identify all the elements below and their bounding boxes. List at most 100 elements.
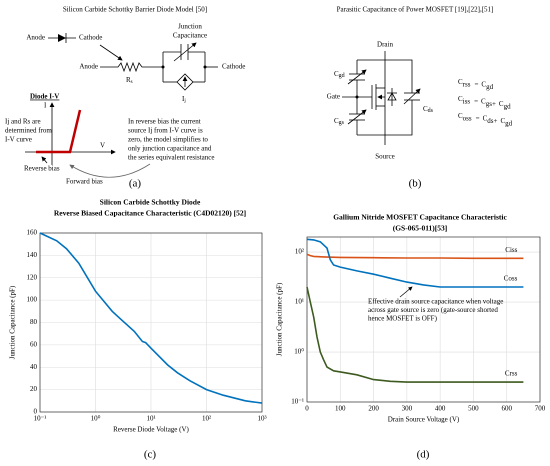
symbol-sub: gs — [486, 100, 493, 108]
x-tick-label: 400 — [435, 405, 446, 413]
arrow — [69, 163, 151, 178]
label: Reverse bias — [24, 165, 60, 173]
y-axis-label: Junction Capacitance (pF) — [9, 285, 17, 359]
mosfet-circuit — [342, 51, 421, 145]
label: R — [126, 76, 131, 84]
y-tick-label: 0 — [34, 408, 38, 416]
y-tick-label: 80 — [30, 318, 38, 326]
x-tick-label: 500 — [468, 405, 479, 413]
symbol-sub: iss — [463, 97, 471, 105]
operator: + — [492, 100, 496, 108]
label: gs — [339, 120, 345, 126]
label: j — [183, 99, 185, 104]
x-tick-label: 0 — [305, 405, 309, 413]
caption: (b) — [409, 178, 422, 190]
y-tick-label: 120 — [27, 273, 38, 281]
note: the series equivalent resistance — [128, 154, 215, 162]
x-tick-label: 200 — [368, 405, 379, 413]
series-label: Coss — [504, 275, 518, 283]
symbol-sub: rss — [463, 80, 471, 88]
chart-title: Silicon Carbide Schottky Diode — [100, 198, 201, 207]
y-tick-label: 100 — [27, 296, 38, 304]
label: Capacitance — [173, 32, 207, 40]
y-tick-label: 10⁻¹ — [291, 398, 304, 406]
x-tick-label: 700 — [535, 405, 546, 413]
label: Anode — [26, 34, 45, 42]
label: Junction — [178, 23, 202, 31]
note: I-V curve — [5, 136, 32, 144]
label: Anode — [79, 63, 98, 71]
symbol-sub: gd — [504, 102, 512, 110]
iv-axes — [25, 102, 116, 165]
label: C — [423, 105, 428, 113]
plot-frame — [306, 236, 541, 403]
y-tick-label: 140 — [27, 251, 38, 259]
label: Drain — [377, 41, 393, 49]
panel-title: Parasitic Capacitance of Power MOSFET [1… — [337, 6, 494, 14]
x-tick-label: 10³ — [257, 415, 266, 423]
equation: Crss = Cgd — [458, 78, 494, 91]
y-tick-label: 160 — [27, 229, 38, 237]
x-tick-label: 300 — [402, 405, 413, 413]
operator: = — [476, 114, 480, 122]
operator: = — [474, 97, 478, 105]
equation: Coss = Cds+ Cgd — [458, 112, 513, 128]
x-tick-label: 100 — [335, 405, 346, 413]
x-axis-label: Reverse Diode Voltage (V) — [113, 426, 189, 434]
label: Cds — [423, 105, 434, 115]
label: Source — [375, 153, 394, 161]
y-tick-label: 20 — [30, 385, 38, 393]
x-axis-label: Drain Source Voltage (V) — [388, 416, 460, 424]
annotation: across gate source is zero (gate-source … — [368, 306, 498, 314]
series-label: Ciss — [505, 246, 517, 254]
symbol: C — [500, 117, 505, 125]
chart-subtitle: (GS-065-011)[53] — [393, 224, 448, 233]
x-tick-label: 10² — [202, 415, 211, 423]
y-tick-label: 10² — [295, 248, 304, 256]
annotation-arrow — [399, 286, 413, 298]
note: only junction capacitance and — [128, 145, 212, 153]
label: V — [100, 142, 105, 150]
diode-symbol — [48, 33, 76, 43]
label: Ij — [182, 95, 186, 105]
label: Cgd — [334, 70, 345, 80]
symbol-sub: gd — [505, 119, 513, 127]
symbol-sub: gd — [486, 83, 494, 91]
chart-title: Gallium Nitride MOSFET Capacitance Chara… — [333, 213, 507, 222]
symbol: C — [483, 114, 488, 122]
symbol: C — [481, 80, 486, 88]
y-axis-label: Junction Capacitance (pF) — [276, 282, 284, 356]
label: C — [334, 117, 339, 125]
series-line — [306, 253, 524, 260]
y-tick-label: 10⁰ — [294, 348, 304, 356]
y-tick-label: 10¹ — [295, 298, 304, 306]
note: source Ij from I-V curve is — [128, 127, 203, 135]
label: Cathode — [79, 34, 102, 42]
symbol: C — [481, 97, 486, 105]
operator: = — [474, 80, 478, 88]
label: Forward bias — [66, 178, 103, 186]
label: C — [334, 70, 339, 78]
x-tick-label: 10⁻¹ — [34, 415, 47, 423]
caption: (a) — [129, 178, 142, 190]
symbol: C — [499, 100, 504, 108]
symbol: C — [458, 112, 463, 120]
symbol-sub: oss — [463, 114, 472, 122]
symbol-sub: ds — [487, 117, 494, 125]
label: gd — [339, 73, 345, 79]
chart-subtitle: Reverse Biased Capacitance Characteristi… — [54, 209, 246, 218]
symbol: C — [458, 78, 463, 86]
arrow — [99, 44, 123, 61]
equation: Ciss = Cgs+ Cgd — [458, 95, 511, 111]
note: determined from — [5, 127, 52, 135]
panel-title: Silicon Carbide Schottky Barrier Diode M… — [63, 6, 207, 14]
operator: + — [493, 117, 497, 125]
annotation: Effective drain source capacitance when … — [368, 298, 503, 306]
label: Cgs — [334, 117, 345, 127]
label: Rs — [126, 76, 133, 86]
symbol: C — [458, 95, 463, 103]
y-tick-label: 60 — [30, 340, 38, 348]
series-line — [39, 232, 263, 404]
label: s — [131, 80, 133, 85]
